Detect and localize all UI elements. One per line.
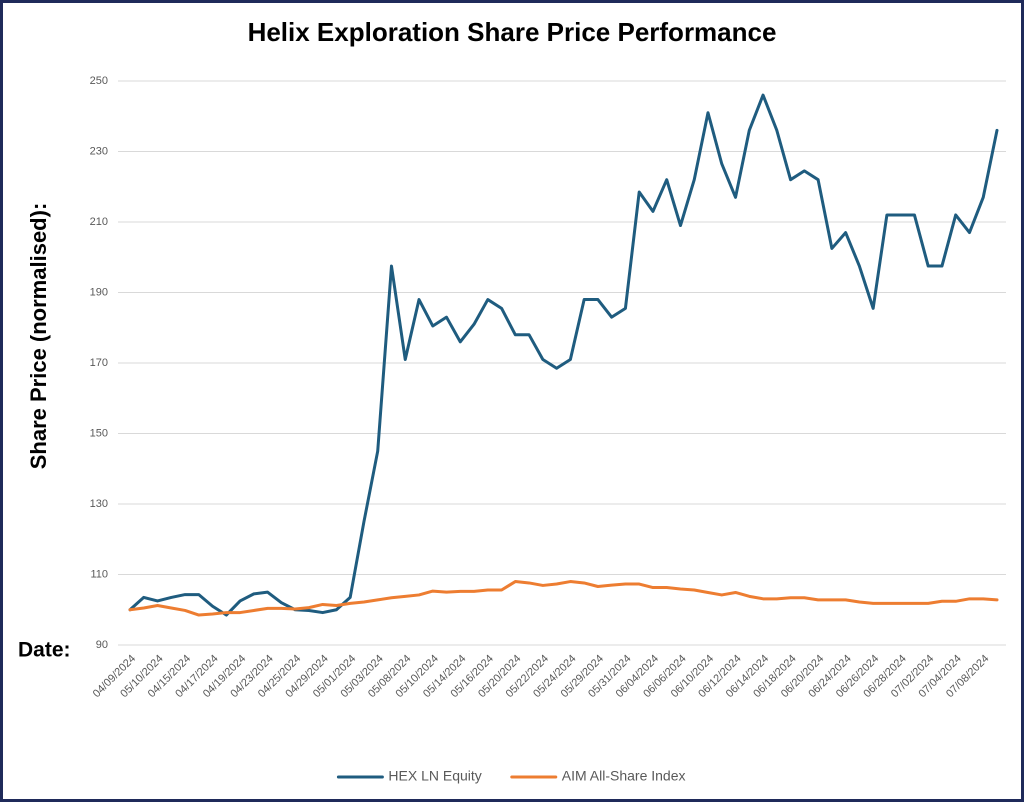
- y-tick-label: 170: [90, 357, 108, 369]
- chart-title: Helix Exploration Share Price Performanc…: [248, 17, 777, 47]
- y-tick-label: 90: [96, 639, 108, 651]
- y-tick-label: 130: [90, 498, 108, 510]
- y-tick-label: 110: [90, 568, 108, 580]
- line-series: [128, 93, 999, 617]
- x-axis-label: Date:: [18, 639, 71, 662]
- y-tick-label: 150: [90, 427, 108, 439]
- legend: HEX LN Equity AIM All-Share Index: [336, 768, 686, 784]
- y-tick-label: 190: [90, 286, 108, 298]
- y-tick-label: 250: [90, 75, 108, 87]
- y-axis-label: Share Price (normalised):: [26, 203, 51, 470]
- line-series: [128, 580, 999, 617]
- y-tick-label: 230: [90, 145, 108, 157]
- legend-label: HEX LN Equity: [388, 768, 481, 784]
- y-tick-label: 210: [90, 216, 108, 228]
- legend-label: AIM All-Share Index: [562, 768, 686, 784]
